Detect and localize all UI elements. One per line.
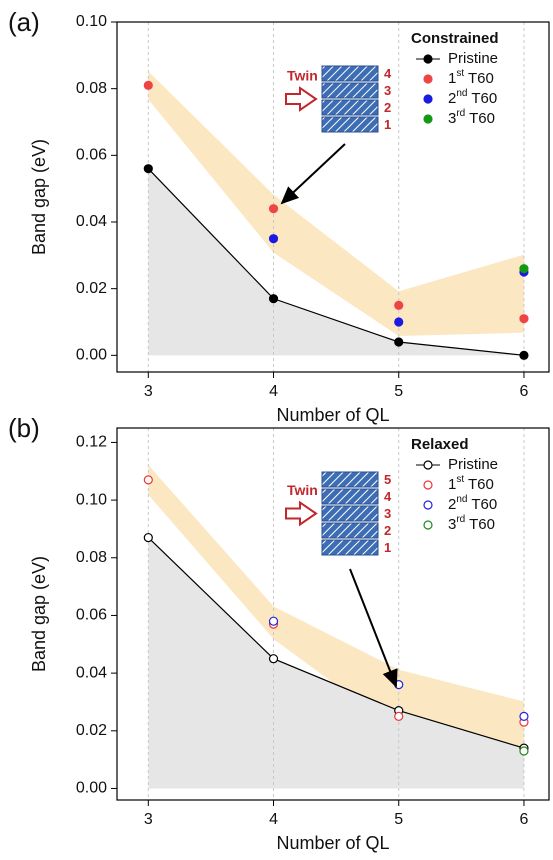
- pointer-arrow: [280, 143, 346, 205]
- x-tick-label: 4: [269, 811, 278, 828]
- x-tick-label: 3: [144, 811, 153, 828]
- layer: [321, 488, 379, 505]
- data-point: [143, 164, 153, 174]
- data-point: [143, 80, 153, 90]
- layer: [321, 471, 379, 488]
- y-tick-label: 0.00: [76, 347, 107, 364]
- pristine-line: [147, 168, 525, 356]
- data-point: [519, 314, 529, 324]
- twin-label: Twin: [287, 68, 318, 84]
- panel-label: (a): [8, 7, 40, 37]
- layer-number: 1: [384, 117, 391, 132]
- layer-number: 4: [384, 489, 392, 504]
- data-point: [143, 532, 153, 543]
- data-point: [519, 264, 529, 274]
- data-point: [143, 475, 153, 485]
- x-tick-label: 6: [520, 811, 529, 828]
- layer: [321, 539, 379, 556]
- legend-label: 2nd T60: [448, 494, 497, 513]
- data-point: [519, 711, 529, 721]
- legend-label: 3rd T60: [448, 514, 495, 533]
- legend-marker: [423, 114, 433, 124]
- layer-number: 4: [384, 66, 392, 81]
- legend-label: 3rd T60: [448, 108, 495, 127]
- layer: [321, 505, 379, 522]
- legend-marker: [423, 74, 433, 84]
- x-axis-title: Number of QL: [276, 833, 389, 853]
- plot-frame: [116, 21, 550, 373]
- y-tick-label: 0.08: [76, 549, 107, 566]
- legend-marker: [423, 54, 433, 64]
- legend-marker: [423, 500, 433, 510]
- legend-label: Pristine: [448, 50, 498, 67]
- data-point: [394, 317, 404, 327]
- data-point: [268, 204, 279, 214]
- range-band: [148, 71, 524, 336]
- pristine-area: [148, 168, 524, 356]
- panel: 3 4 5 6 0.00 0.02 0.04 0.06 0.08 0.10 (a) Number of…: [8, 7, 550, 425]
- data-point: [394, 337, 404, 347]
- legend-marker: [423, 94, 433, 104]
- x-tick-label: 3: [144, 383, 153, 400]
- layer-number: 1: [384, 540, 391, 555]
- data-point: [519, 746, 529, 756]
- y-tick-label: 0.04: [76, 664, 107, 681]
- data-point: [268, 654, 279, 664]
- layer: [321, 82, 379, 99]
- twin-arrow: [285, 86, 318, 112]
- layer: [321, 99, 379, 116]
- y-tick-label: 0.02: [76, 722, 107, 739]
- twin-label: Twin: [287, 482, 318, 498]
- layer-number: 2: [384, 523, 391, 538]
- y-tick-label: 0.12: [76, 434, 107, 451]
- data-point: [519, 350, 529, 360]
- twin-arrow: [285, 500, 318, 527]
- layer-number: 3: [384, 506, 391, 521]
- layer: [321, 522, 379, 539]
- y-tick-label: 0.00: [76, 780, 107, 797]
- data-point: [394, 300, 404, 310]
- y-axis-title: Band gap (eV): [29, 556, 49, 672]
- pointer-arrow: [349, 568, 398, 688]
- panel-label: (b): [8, 413, 40, 443]
- layer: [321, 116, 379, 133]
- x-axis-title: Number of QL: [276, 405, 389, 425]
- legend-label: 1st T60: [448, 68, 494, 87]
- legend-marker: [423, 480, 433, 490]
- legend-title: Constrained: [411, 30, 499, 47]
- legend-label: 1st T60: [448, 474, 494, 493]
- layer-number: 5: [384, 472, 391, 487]
- legend-marker: [423, 460, 433, 470]
- x-tick-label: 5: [394, 811, 403, 828]
- y-tick-label: 0.10: [76, 13, 107, 30]
- y-tick-label: 0.06: [76, 607, 107, 624]
- pristine-line: [147, 537, 525, 749]
- legend-marker: [423, 520, 433, 530]
- data-point: [394, 711, 404, 721]
- data-point: [268, 616, 279, 626]
- y-tick-label: 0.04: [76, 213, 107, 230]
- x-tick-label: 6: [520, 383, 529, 400]
- data-point: [268, 234, 279, 244]
- y-tick-label: 0.06: [76, 147, 107, 164]
- y-tick-label: 0.02: [76, 280, 107, 297]
- x-tick-label: 5: [394, 383, 403, 400]
- panel: 3 4 5 6 0.00 0.02 0.04 0.06 0.08 0.10 0.12 (b) Numbe…: [8, 413, 550, 853]
- data-point: [268, 294, 279, 304]
- x-tick-label: 4: [269, 383, 278, 400]
- legend-title: Relaxed: [411, 436, 469, 453]
- legend-label: 2nd T60: [448, 88, 497, 107]
- y-tick-label: 0.10: [76, 491, 107, 508]
- layer-number: 3: [384, 83, 391, 98]
- plot-frame: [116, 427, 550, 801]
- pristine-area: [148, 537, 524, 789]
- range-band: [148, 465, 524, 766]
- layer-number: 2: [384, 100, 391, 115]
- layer: [321, 65, 379, 82]
- y-tick-label: 0.08: [76, 80, 107, 97]
- legend-label: Pristine: [448, 456, 498, 473]
- y-axis-title: Band gap (eV): [29, 139, 49, 255]
